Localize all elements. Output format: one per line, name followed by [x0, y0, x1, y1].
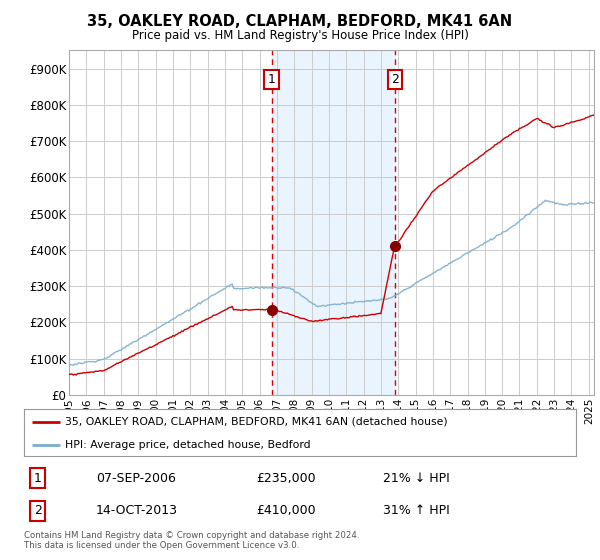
Bar — [272, 50, 395, 395]
Text: Price paid vs. HM Land Registry's House Price Index (HPI): Price paid vs. HM Land Registry's House … — [131, 29, 469, 42]
Text: 1: 1 — [268, 73, 275, 86]
Text: 1: 1 — [34, 472, 42, 485]
Text: £410,000: £410,000 — [256, 504, 316, 517]
Text: 2: 2 — [34, 504, 42, 517]
Text: Contains HM Land Registry data © Crown copyright and database right 2024.
This d: Contains HM Land Registry data © Crown c… — [24, 531, 359, 550]
Text: 07-SEP-2006: 07-SEP-2006 — [96, 472, 176, 485]
Text: 21% ↓ HPI: 21% ↓ HPI — [383, 472, 449, 485]
Text: 35, OAKLEY ROAD, CLAPHAM, BEDFORD, MK41 6AN (detached house): 35, OAKLEY ROAD, CLAPHAM, BEDFORD, MK41 … — [65, 417, 448, 427]
Text: HPI: Average price, detached house, Bedford: HPI: Average price, detached house, Bedf… — [65, 440, 311, 450]
Text: 35, OAKLEY ROAD, CLAPHAM, BEDFORD, MK41 6AN: 35, OAKLEY ROAD, CLAPHAM, BEDFORD, MK41 … — [88, 14, 512, 29]
Text: 2: 2 — [391, 73, 398, 86]
Text: 14-OCT-2013: 14-OCT-2013 — [96, 504, 178, 517]
Text: £235,000: £235,000 — [256, 472, 316, 485]
Text: 31% ↑ HPI: 31% ↑ HPI — [383, 504, 449, 517]
